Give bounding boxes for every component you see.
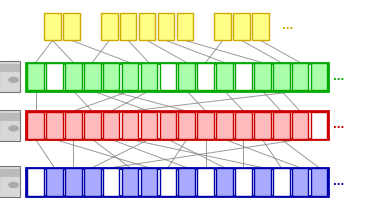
Text: ...: ... <box>333 120 344 130</box>
Bar <box>178 63 195 90</box>
Bar <box>197 63 214 90</box>
Bar <box>158 13 174 40</box>
Bar <box>63 13 80 40</box>
Bar <box>292 63 308 90</box>
Bar <box>65 63 82 90</box>
Bar <box>0 61 20 92</box>
Bar <box>27 168 44 196</box>
Bar <box>46 63 63 90</box>
Bar <box>141 168 157 196</box>
Bar <box>44 13 61 40</box>
Text: ...: ... <box>282 21 293 31</box>
Bar <box>292 112 308 139</box>
Bar <box>46 112 63 139</box>
Bar <box>46 168 63 196</box>
Bar <box>65 112 82 139</box>
Text: ...: ... <box>333 177 344 187</box>
Bar <box>216 168 233 196</box>
Bar <box>214 13 231 40</box>
Bar <box>122 168 138 196</box>
Bar <box>27 63 44 90</box>
Bar <box>273 112 290 139</box>
Bar <box>0 110 20 141</box>
Bar <box>27 112 44 139</box>
Bar <box>122 63 138 90</box>
Bar <box>0 169 20 177</box>
Bar <box>311 168 327 196</box>
Bar <box>252 13 269 40</box>
Bar <box>178 112 195 139</box>
Bar <box>141 63 157 90</box>
Bar <box>26 63 328 91</box>
Bar <box>139 13 155 40</box>
Bar <box>160 112 176 139</box>
Circle shape <box>9 77 18 82</box>
Bar <box>292 168 308 196</box>
Bar <box>160 168 176 196</box>
Circle shape <box>9 182 18 187</box>
Bar <box>197 112 214 139</box>
Bar <box>84 112 101 139</box>
Bar <box>177 13 193 40</box>
Bar <box>216 112 233 139</box>
Circle shape <box>9 126 18 131</box>
Bar <box>254 112 271 139</box>
Bar <box>235 168 252 196</box>
Bar <box>141 112 157 139</box>
Bar <box>254 168 271 196</box>
Bar <box>103 112 119 139</box>
Bar <box>0 166 20 197</box>
Text: ...: ... <box>333 72 344 82</box>
Bar <box>311 112 327 139</box>
Bar <box>120 13 136 40</box>
Bar <box>197 168 214 196</box>
Bar <box>160 63 176 90</box>
Bar <box>233 13 250 40</box>
Bar <box>103 168 119 196</box>
Bar <box>273 63 290 90</box>
Bar <box>122 112 138 139</box>
Bar <box>26 168 328 196</box>
Bar <box>84 63 101 90</box>
Bar <box>65 168 82 196</box>
Bar <box>0 64 20 72</box>
Bar <box>235 63 252 90</box>
Bar <box>101 13 118 40</box>
Bar <box>311 63 327 90</box>
Bar <box>254 63 271 90</box>
Bar <box>103 63 119 90</box>
Bar <box>0 113 20 121</box>
Bar <box>178 168 195 196</box>
Bar <box>235 112 252 139</box>
Bar <box>84 168 101 196</box>
Bar <box>26 111 328 139</box>
Bar <box>273 168 290 196</box>
Bar <box>216 63 233 90</box>
